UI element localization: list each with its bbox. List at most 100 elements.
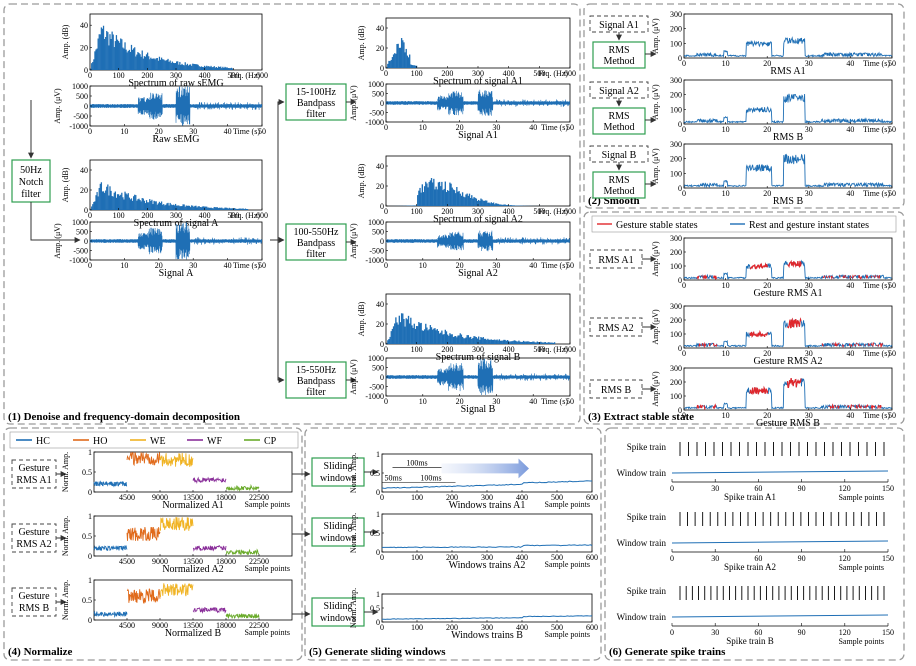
spectrum-bar <box>488 339 490 344</box>
spectrum-bar <box>182 204 184 210</box>
x-tick-label: 200 <box>446 553 458 562</box>
spectrum-bar <box>467 335 469 344</box>
spectrum-bar <box>481 337 483 344</box>
spectrum-bar <box>499 204 502 206</box>
spectrum-bar <box>183 65 185 70</box>
plot-frame <box>683 143 893 189</box>
spectrum-bar <box>440 332 442 344</box>
spectrum-bar <box>215 67 218 70</box>
spectrum-bar <box>484 200 487 206</box>
spectrum-bar <box>227 68 229 70</box>
y-tick-label: 0 <box>88 488 92 497</box>
x-axis-label: Sample points <box>838 563 884 572</box>
spectrum-bar <box>469 336 472 344</box>
x-tick-label: 600 <box>586 623 598 632</box>
spectrum-bar <box>506 340 509 344</box>
x-tick-label: 30 <box>189 261 197 270</box>
spectrum-bar <box>428 329 430 344</box>
spectrum-bar <box>231 68 234 70</box>
y-tick-label: -500 <box>369 247 384 256</box>
x-tick-label: 120 <box>839 484 851 493</box>
x-tick-label: 150 <box>882 484 894 493</box>
rms-box-line-1: RMS <box>608 45 629 56</box>
spectrum-bar <box>437 330 440 344</box>
spectrum-bar <box>97 38 99 70</box>
spectrum-bar <box>458 335 460 344</box>
chart-title: Gesture RMS B <box>756 418 820 429</box>
x-tick-label: 600 <box>564 345 576 354</box>
legend-label-hc: HC <box>36 436 50 447</box>
rms-trace <box>684 36 893 58</box>
legend-label-stable: Gesture stable states <box>616 220 698 231</box>
plot-frame <box>683 305 893 349</box>
x-tick-label: 200 <box>446 623 458 632</box>
spectrum-bar <box>162 59 164 70</box>
y-axis-label: Norm. Amp. <box>61 452 70 492</box>
plot-frame <box>683 13 893 59</box>
spectrum-bar <box>99 34 101 70</box>
spectrum-bar <box>170 62 172 70</box>
x-axis-label: Frq. (Hz) <box>230 71 260 80</box>
y-tick-label: 40 <box>376 162 384 171</box>
x-tick-label: 0 <box>384 123 388 132</box>
spectrum-bar <box>451 187 453 206</box>
spectrum-bar <box>456 337 458 344</box>
spectrum-bar <box>389 61 391 68</box>
x-tick-label: 50 <box>888 125 896 134</box>
spectrum-bar <box>110 190 112 210</box>
spectrum-bar <box>471 339 473 344</box>
x-tick-label: 90 <box>798 554 806 563</box>
y-tick-label: 0 <box>88 616 92 625</box>
y-tick-label: 100 <box>670 39 682 48</box>
stable-row-3: RMS B 0 10 20 30 40 50 300 200 100 0 Amp. (μV) Time … <box>589 364 896 429</box>
y-tick-label: 300 <box>670 364 682 373</box>
spectrum-bar <box>553 342 556 344</box>
spectrum-bar <box>152 58 154 70</box>
y-tick-label: 1 <box>376 590 380 599</box>
x-tick-label: 50 <box>566 261 574 270</box>
spectrum-bar <box>94 51 96 70</box>
window-annotation: 50ms <box>385 474 402 483</box>
spectrum-bar <box>552 342 555 344</box>
spectrum-bar <box>442 334 444 344</box>
x-tick-label: 20 <box>763 349 771 358</box>
x-tick-label: 30 <box>492 123 500 132</box>
spectrum-bar <box>496 339 498 344</box>
x-tick-label: 9000 <box>152 557 168 566</box>
legend-box <box>9 431 299 449</box>
spectrum-bar <box>450 334 452 344</box>
y-tick-label: 40 <box>376 300 384 309</box>
y-tick-label: 500 <box>372 364 384 373</box>
x-tick-label: 100 <box>411 623 423 632</box>
spectrum-bar <box>457 335 459 344</box>
spectrum-bar <box>199 66 201 70</box>
sliding-box-line-1: Sliding <box>324 521 353 532</box>
dashed-box <box>589 249 643 269</box>
spectrum-bar <box>405 318 407 344</box>
x-tick-label: 10 <box>722 411 730 420</box>
chart-title: Spike train B <box>726 636 774 646</box>
chart-title: Windows trains A1 <box>449 500 526 511</box>
spectrum-bar <box>472 337 474 344</box>
spectrum-bar <box>497 203 499 206</box>
chart-title: Spike train A2 <box>724 562 776 572</box>
spectrum-bar <box>503 339 505 344</box>
spectrum-bar <box>460 334 463 344</box>
panel-denoise <box>3 3 581 425</box>
spectrum-bar <box>519 341 521 344</box>
spectrum-bar <box>501 204 503 206</box>
x-tick-label: 10 <box>120 127 128 136</box>
spectrum-bar <box>145 54 148 70</box>
spectrum-bar <box>94 201 96 210</box>
x-tick-label: 300 <box>481 493 493 502</box>
spectrum-bar <box>452 337 455 344</box>
panel-title-spike: (6) Generate spike trains <box>609 646 726 658</box>
spectrum-bar <box>418 322 420 344</box>
x-tick-label: 50 <box>888 189 896 198</box>
x-tick-label: 40 <box>224 261 232 270</box>
spectrum-bar <box>166 203 168 210</box>
spectrum-bar <box>445 192 448 206</box>
spectrum-bar <box>92 61 94 70</box>
sliding-box-line-2: windows <box>320 533 356 544</box>
